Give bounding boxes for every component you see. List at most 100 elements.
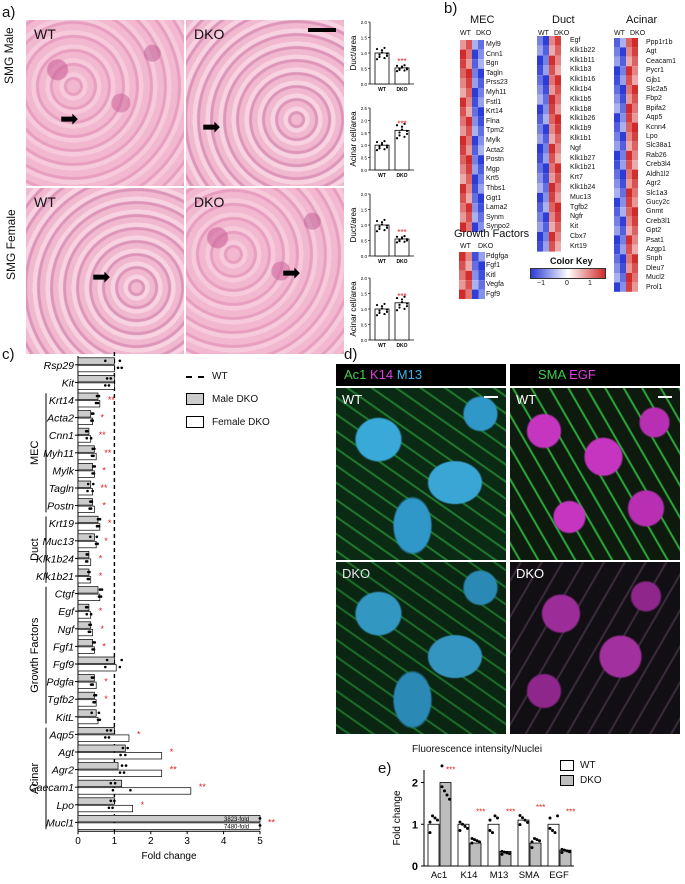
heatmap-cell bbox=[537, 65, 543, 76]
heatmap-cell bbox=[555, 232, 561, 242]
heatmap-cell bbox=[460, 174, 466, 184]
micro-label: WT bbox=[516, 392, 537, 407]
heatmap-cell bbox=[555, 65, 561, 76]
heatmap-cell bbox=[626, 263, 632, 273]
heatmap-gene-label: Mucl2 bbox=[646, 274, 665, 282]
heatmap-cell bbox=[543, 104, 549, 115]
c-dot bbox=[95, 394, 99, 398]
mini-ytick-label: 0.5 bbox=[361, 67, 368, 72]
heatmap-cell bbox=[555, 124, 561, 134]
panel-d-right-header: SMA EGF bbox=[510, 364, 680, 386]
heatmap-cell bbox=[472, 78, 478, 88]
heatmap-gene-label: Postn bbox=[486, 156, 504, 164]
e-dot bbox=[500, 849, 504, 853]
heatmap-cell bbox=[555, 45, 561, 56]
mini-dot bbox=[383, 302, 386, 306]
heatmap-cell bbox=[549, 36, 555, 46]
heatmap-gene-label: Klk1b4 bbox=[570, 85, 592, 93]
heatmap-cell bbox=[459, 289, 466, 299]
e-dot bbox=[488, 829, 492, 833]
heatmap-cell bbox=[537, 183, 543, 193]
heatmap-cell bbox=[626, 235, 632, 245]
heatmap-cell bbox=[555, 36, 561, 46]
c-gene-label: Kit bbox=[62, 377, 75, 389]
c-dot bbox=[124, 764, 128, 767]
c-gene-label: Fgf1 bbox=[53, 641, 74, 653]
heatmap-cell bbox=[555, 153, 561, 164]
heatmap-gene-label: Muc13 bbox=[570, 193, 592, 201]
c-gene-label: Aqp5 bbox=[48, 729, 74, 741]
mini-ytick-label: 1.5 bbox=[361, 208, 368, 213]
e-dot bbox=[491, 831, 494, 835]
heatmap-cell bbox=[620, 244, 626, 255]
heatmap-cell bbox=[620, 188, 626, 198]
c-bar-male bbox=[77, 480, 92, 488]
heatmap-cell bbox=[478, 116, 484, 127]
e-dot bbox=[533, 836, 536, 840]
heatmap-cell bbox=[460, 40, 466, 50]
c-dot bbox=[111, 806, 114, 810]
stain-ac1: Ac1 bbox=[344, 367, 367, 382]
c-gene-label: Krt19 bbox=[49, 518, 74, 530]
heatmap-gene-label: Tagln bbox=[486, 69, 503, 77]
heatmap-cell bbox=[549, 124, 555, 134]
heatmap-cell bbox=[555, 143, 561, 154]
stain-sma: SMA bbox=[538, 367, 566, 382]
mini-dot bbox=[398, 303, 401, 306]
c-gene-label: Klk1b24 bbox=[36, 553, 74, 565]
e-dot bbox=[436, 818, 439, 822]
heatmap-cell bbox=[620, 85, 626, 95]
c-dot bbox=[105, 729, 109, 732]
heatmap-cell bbox=[626, 75, 632, 85]
histology-male-wt: WT ➡ bbox=[26, 20, 184, 186]
micro-label: WT bbox=[342, 392, 363, 407]
heatmap-cell bbox=[543, 173, 549, 183]
c-bar-female bbox=[77, 400, 101, 408]
e-dot bbox=[433, 816, 437, 820]
e-sig: *** bbox=[536, 803, 545, 812]
heatmap-cell bbox=[472, 145, 478, 156]
heatmap-gene-label: Fstl1 bbox=[486, 98, 502, 106]
heatmap-gene-label: Klk1b16 bbox=[570, 76, 596, 84]
c-dot bbox=[96, 517, 100, 521]
mini-dot bbox=[385, 224, 389, 227]
c-xlabel: Fold change bbox=[141, 851, 196, 862]
heatmap-cell bbox=[537, 143, 543, 154]
heatmap-cell bbox=[549, 173, 555, 183]
color-key-tick: 0 bbox=[565, 280, 569, 287]
legend-item-wt: WT bbox=[560, 760, 602, 771]
heatmap bbox=[460, 40, 484, 232]
mini-ytick-label: 2.5 bbox=[361, 106, 368, 111]
mini-dot bbox=[395, 124, 399, 127]
heatmap-gene-label: Creb3l4 bbox=[646, 161, 671, 169]
mini-dot bbox=[383, 228, 386, 232]
e-ytick-label: 2 bbox=[412, 778, 418, 790]
c-dot bbox=[89, 612, 93, 616]
heatmap-title-growth: Growth Factors bbox=[454, 228, 530, 240]
heatmap-genes-growth: Pdgfga Fgf1 Kitl Vegfa Fgf9 bbox=[486, 252, 508, 299]
e-dot bbox=[521, 816, 524, 820]
mini-dot bbox=[395, 241, 399, 244]
heatmap-cell bbox=[466, 164, 472, 175]
heatmap-cell bbox=[620, 254, 626, 264]
histology-male-dko: DKO ➡ bbox=[186, 20, 344, 186]
heatmap-cell bbox=[543, 124, 549, 134]
c-bar-male bbox=[77, 639, 93, 647]
c-bar-male bbox=[77, 656, 115, 664]
c-sig: * bbox=[102, 465, 106, 475]
heatmap-cell bbox=[632, 263, 638, 273]
mini-ytick-label: 2.0 bbox=[361, 20, 368, 25]
e-bar bbox=[439, 782, 452, 867]
c-dot bbox=[88, 623, 91, 627]
heatmap-cell bbox=[549, 222, 555, 232]
heatmap-cell bbox=[614, 273, 620, 283]
heatmap-acinar-col-dko: DKO bbox=[630, 30, 646, 37]
c-gene-label: Egf bbox=[58, 606, 75, 618]
heatmap-cell bbox=[478, 289, 485, 299]
mini-dot bbox=[375, 219, 379, 223]
c-dot bbox=[89, 436, 93, 440]
heatmap-cell bbox=[465, 261, 472, 271]
e-dot bbox=[445, 793, 449, 797]
heatmap-gene-label: Creb3l1 bbox=[646, 217, 671, 225]
heatmap-gene-label: Klk1b27 bbox=[570, 154, 596, 162]
